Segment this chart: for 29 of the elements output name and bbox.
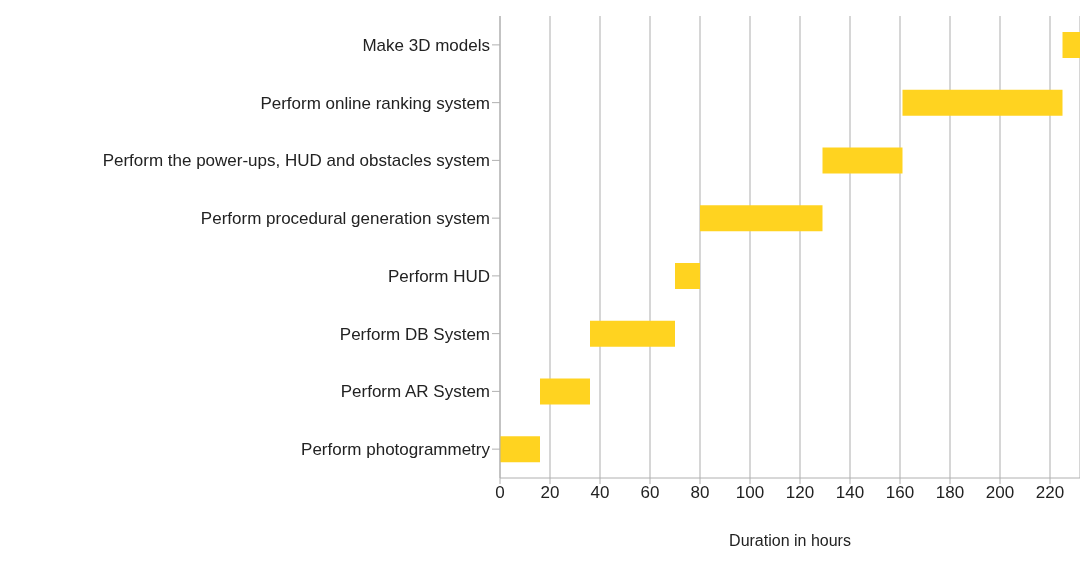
- x-tick-label: 180: [935, 483, 965, 503]
- y-tick-label: Perform procedural generation system: [200, 209, 490, 229]
- x-tick-label: 120: [785, 483, 815, 503]
- y-tick-label: Perform HUD: [387, 266, 490, 286]
- bar: [902, 89, 1063, 116]
- x-tick-label: 60: [640, 483, 660, 503]
- x-tick-label: 140: [835, 483, 865, 503]
- x-tick-label: 40: [590, 483, 610, 503]
- bar: [500, 436, 540, 463]
- y-tick-label: Perform online ranking system: [260, 93, 490, 113]
- bar: [700, 205, 823, 232]
- y-tick-label: Perform photogrammetry: [301, 440, 491, 460]
- x-tick-label: 0: [495, 483, 505, 503]
- bar: [1062, 32, 1080, 58]
- y-tick-label: Make 3D models: [362, 35, 490, 55]
- bar: [675, 263, 700, 289]
- x-tick-label: 220: [1035, 483, 1065, 503]
- x-tick-label: 80: [690, 483, 710, 503]
- x-tick-label: 20: [540, 483, 560, 503]
- x-tick-label: 200: [985, 483, 1015, 503]
- y-tick-label: Perform AR System: [340, 382, 490, 402]
- bar: [822, 147, 903, 174]
- y-tick-label: Perform the power-ups, HUD and obstacles system: [102, 151, 490, 171]
- x-tick-label: 100: [735, 483, 765, 503]
- bar: [590, 320, 675, 347]
- bar: [540, 378, 590, 405]
- y-tick-label: Perform DB System: [339, 324, 490, 344]
- x-tick-label: 160: [885, 483, 915, 503]
- x-axis-title: Duration in hours: [729, 532, 851, 549]
